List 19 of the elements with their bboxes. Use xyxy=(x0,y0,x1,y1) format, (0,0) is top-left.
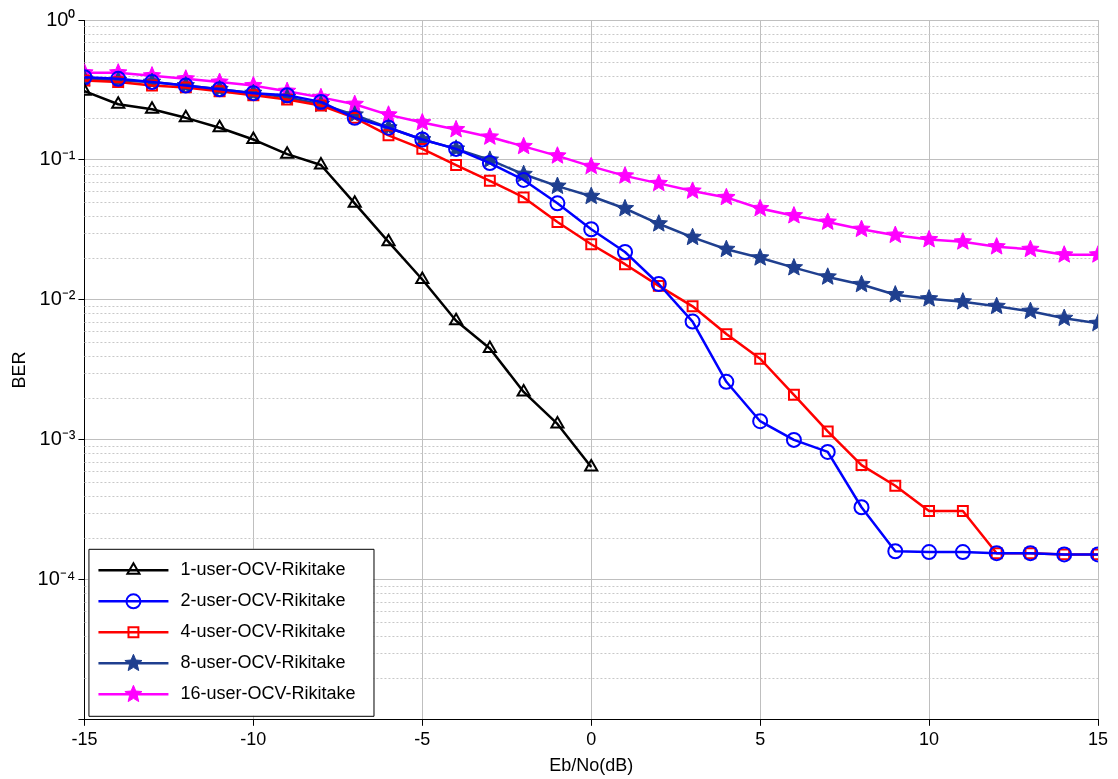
x-tick-label: -15 xyxy=(71,728,98,749)
y-tick-label: 10⁰ xyxy=(46,7,76,30)
y-tick-label: 10⁻³ xyxy=(39,427,76,450)
y-tick-label: 10⁻¹ xyxy=(39,147,76,170)
x-axis-title: Eb/No(dB) xyxy=(549,755,634,776)
y-axis-title: BER xyxy=(8,351,29,389)
x-tick-label: 10 xyxy=(919,728,940,749)
x-tick-label: 5 xyxy=(755,728,766,749)
legend-label: 1-user-OCV-Rikitake xyxy=(180,559,346,580)
x-tick-label: -5 xyxy=(414,728,431,749)
x-tick-label: -10 xyxy=(240,728,267,749)
y-tick-label: 10⁻⁴ xyxy=(37,567,76,590)
legend-label: 16-user-OCV-Rikitake xyxy=(180,683,356,704)
x-tick-label: 0 xyxy=(586,728,597,749)
legend-label: 2-user-OCV-Rikitake xyxy=(180,590,346,611)
x-tick-label: 15 xyxy=(1087,728,1109,749)
y-tick-label: 10⁻² xyxy=(39,287,76,310)
legend-label: 4-user-OCV-Rikitake xyxy=(180,621,346,642)
legend-label: 8-user-OCV-Rikitake xyxy=(180,652,346,673)
